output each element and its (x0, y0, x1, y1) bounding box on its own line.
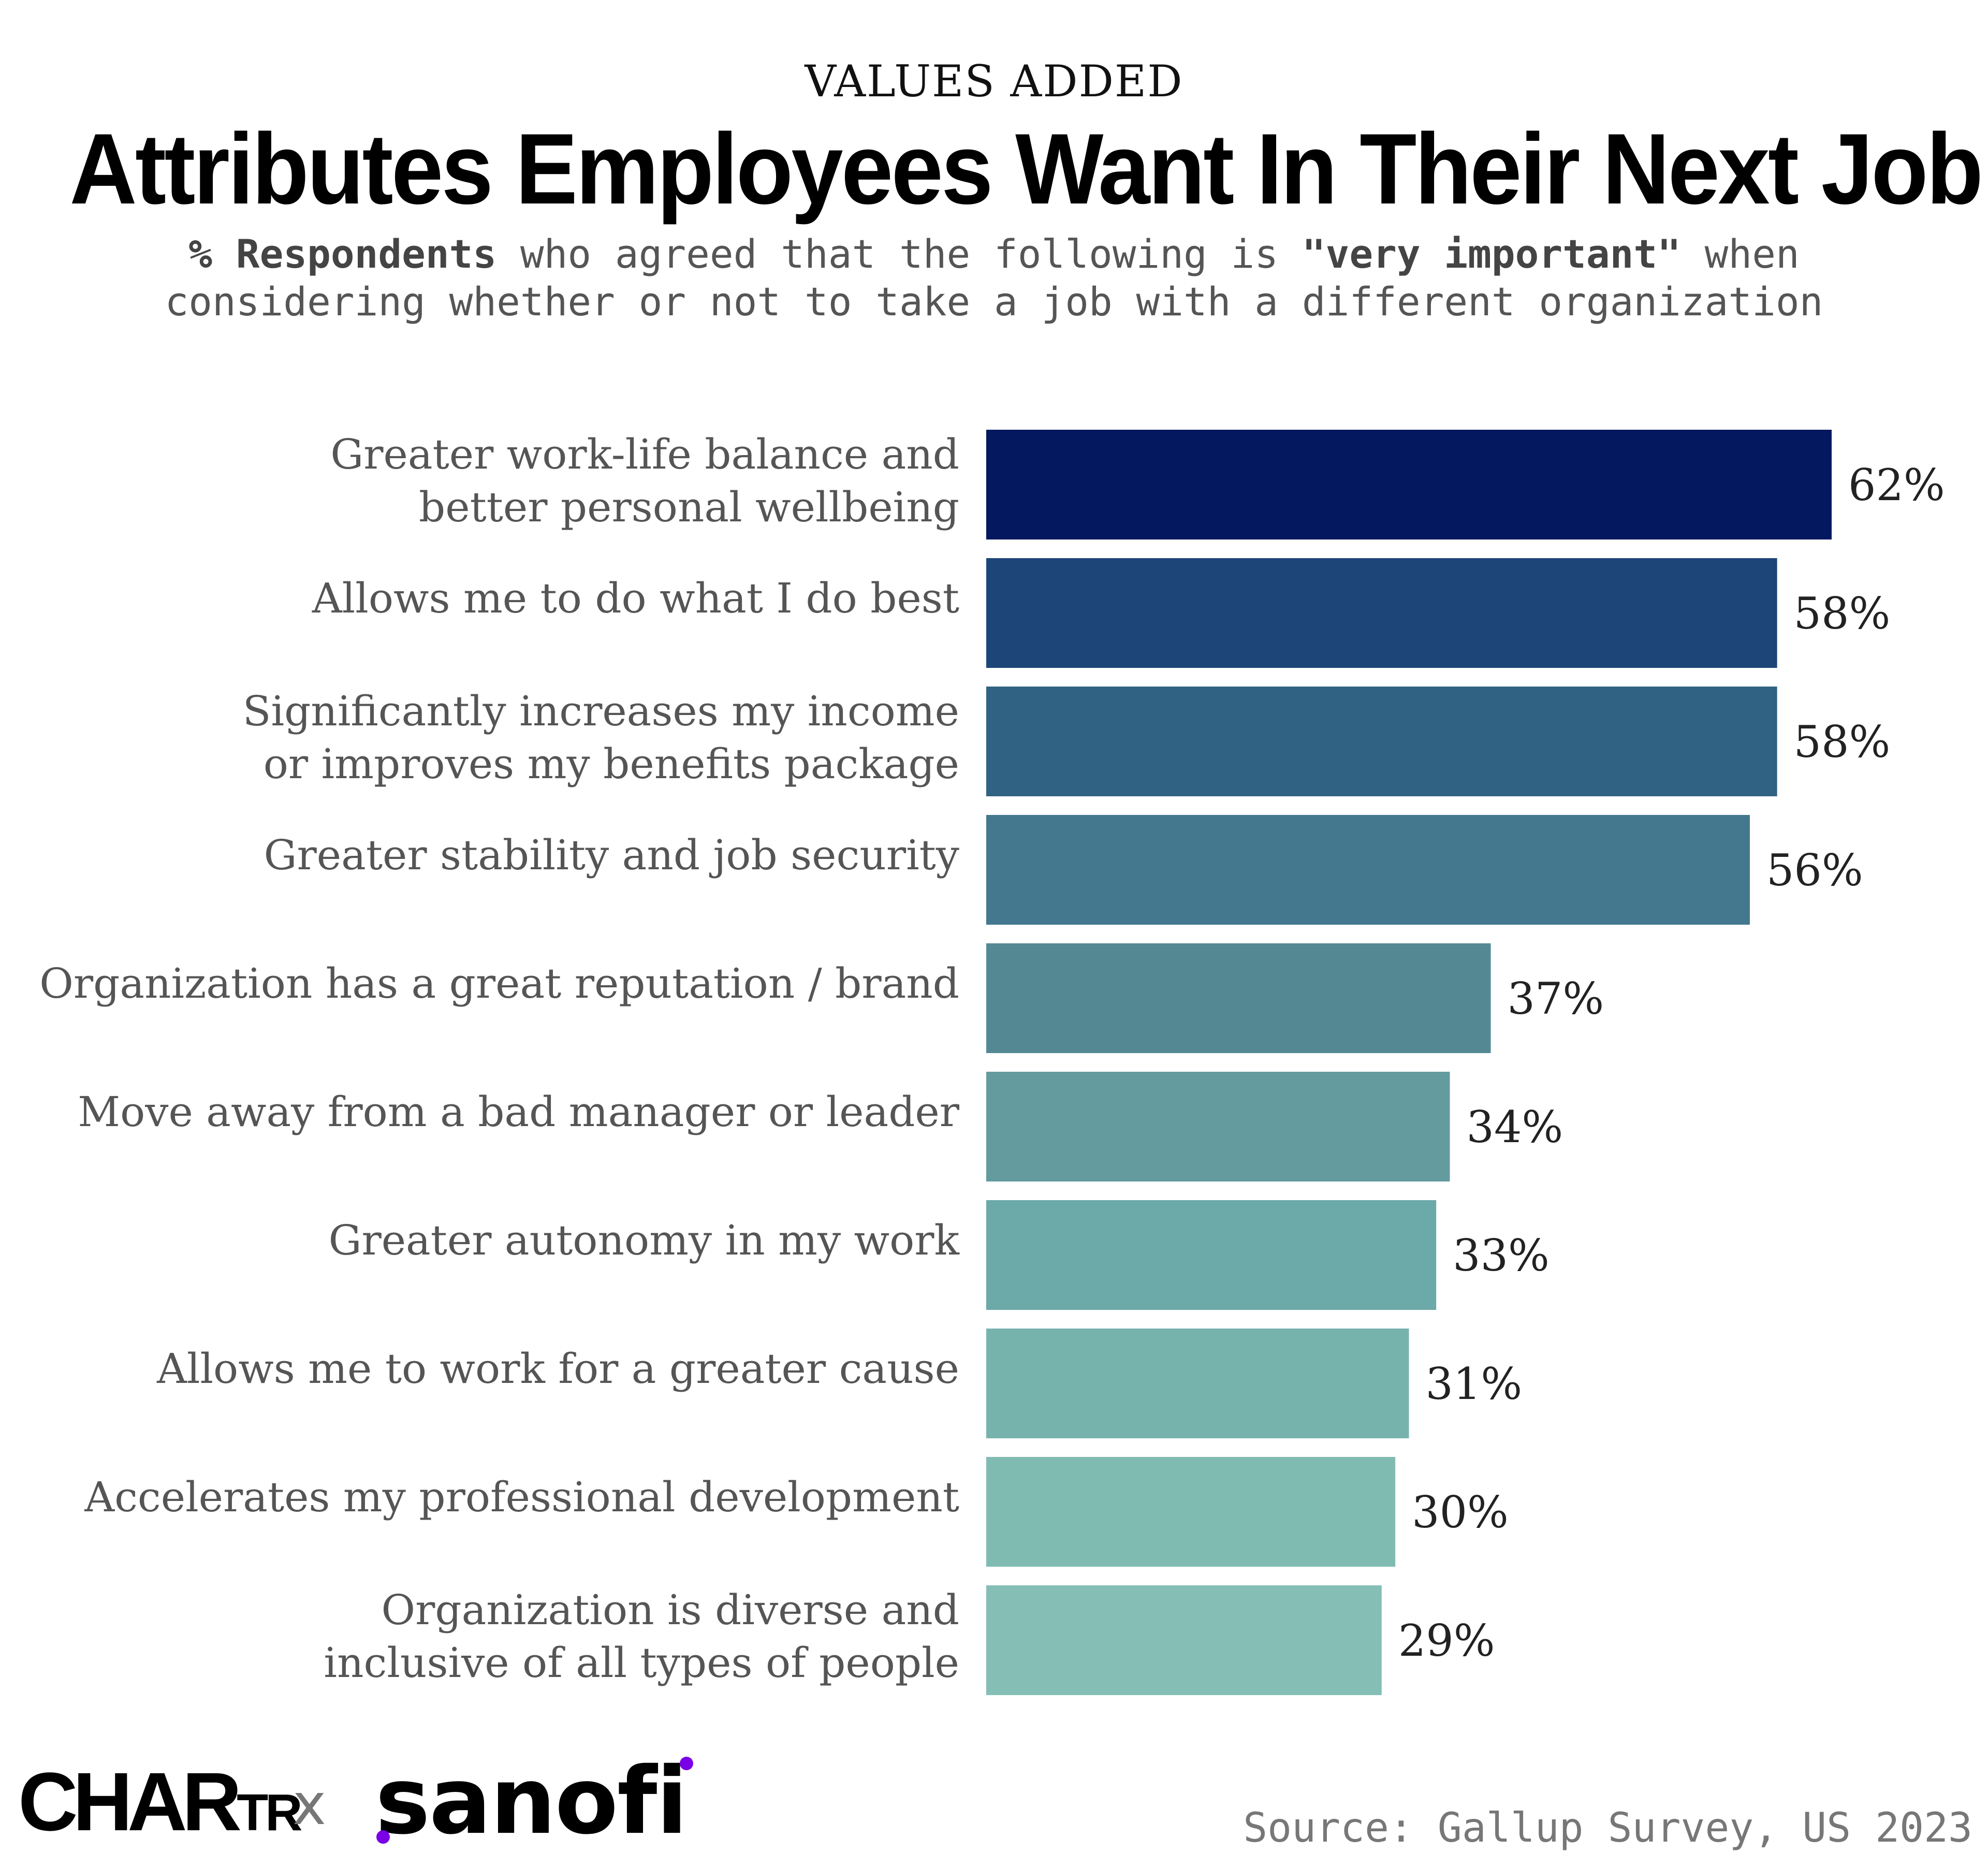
category-label-9-line-1: inclusive of all types of people (324, 1639, 959, 1687)
category-label-1-line-0: Allows me to do what I do best (312, 574, 959, 622)
collab-x-mark: x (293, 1771, 327, 1837)
bar-5 (986, 1072, 1450, 1182)
bar-3 (986, 815, 1750, 925)
bar-9 (986, 1585, 1382, 1695)
sanofi-logo-dot-right (680, 1757, 693, 1770)
category-label-2-line-1: or improves my benefits package (264, 740, 959, 788)
subtitle-bold-very-important: "very important" (1302, 231, 1681, 277)
value-label-5: 34% (1467, 1102, 1563, 1153)
value-label-1: 58% (1794, 588, 1891, 639)
bar-2 (986, 687, 1777, 796)
category-label-2-line-0: Significantly increases my income (243, 687, 959, 735)
value-label-2: 58% (1794, 717, 1891, 767)
value-label-4: 37% (1508, 973, 1604, 1024)
subtitle-text-1: who agreed that the following is (496, 231, 1302, 277)
value-label-8: 30% (1412, 1487, 1509, 1538)
category-label-9-line-0: Organization is diverse and (382, 1586, 959, 1634)
sanofi-logo: sanofi (375, 1747, 688, 1855)
bar-7 (986, 1329, 1409, 1438)
category-label-3-line-0: Greater stability and job security (264, 831, 959, 879)
category-label-0-line-0: Greater work-life balance and (330, 430, 959, 478)
chart-subtitle: % Respondents who agreed that the follow… (0, 230, 1988, 326)
category-label-4-line-0: Organization has a great reputation / br… (39, 959, 959, 1008)
value-label-6: 33% (1453, 1230, 1550, 1281)
bar-0 (986, 430, 1832, 539)
source-note: Source: Gallup Survey, US 2023 (1243, 1805, 1972, 1851)
category-label-8-line-0: Accelerates my professional development (84, 1473, 959, 1521)
bar-8 (986, 1457, 1396, 1567)
value-label-3: 56% (1766, 845, 1863, 896)
value-label-7: 31% (1426, 1359, 1523, 1409)
bar-6 (986, 1200, 1437, 1310)
category-label-0-line-1: better personal wellbeing (419, 483, 959, 531)
chartr-logo: CHARTR (18, 1760, 303, 1843)
bar-1 (986, 558, 1777, 668)
subtitle-text-2: when considering whether or not to take … (165, 231, 1823, 325)
sanofi-logo-dot-left (376, 1830, 390, 1844)
chartr-logo-text: CHARTR (18, 1755, 303, 1848)
subtitle-bold-respondents: % Respondents (188, 231, 497, 277)
category-label-7-line-0: Allows me to work for a greater cause (156, 1345, 959, 1393)
chart-title: Attributes Employees Want In Their Next … (69, 113, 1983, 225)
bar-chart: 62% Greater work-life balance and better p… (39, 430, 1945, 1695)
value-label-0: 62% (1848, 460, 1945, 510)
bar-4 (986, 943, 1491, 1053)
category-label-5-line-0: Move away from a bad manager or leader (78, 1088, 960, 1136)
chart-kicker: VALUES ADDED (805, 56, 1183, 107)
category-label-6-line-0: Greater autonomy in my work (329, 1216, 960, 1264)
value-label-9: 29% (1398, 1615, 1495, 1666)
